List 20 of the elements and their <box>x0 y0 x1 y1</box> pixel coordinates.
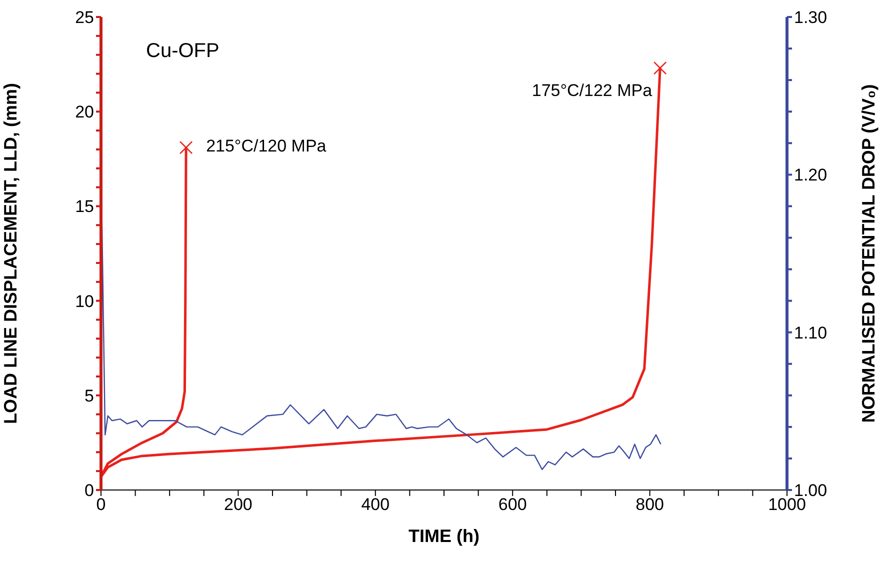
x-tick-label: 1000 <box>768 495 806 514</box>
x-tick-label: 400 <box>361 495 390 514</box>
y2-axis-title: NORMALISED POTENTIAL DROP (V/V₀) <box>858 84 878 423</box>
annotation: 175°C/122 MPa <box>532 81 653 100</box>
x-axis-title: TIME (h) <box>408 526 480 546</box>
y-tick-label: 25 <box>75 8 94 28</box>
x-tick-label: 800 <box>636 495 664 514</box>
y2-tick-label: 1.20 <box>794 166 828 185</box>
x-tick-label: 200 <box>224 495 252 514</box>
y-axis-title: LOAD LINE DISPLACEMENT, LLD, (mm) <box>0 82 20 424</box>
y2-tick-label: 1.10 <box>794 323 828 342</box>
y-tick-label: 15 <box>75 197 94 216</box>
y-tick-label: 10 <box>75 292 94 311</box>
y-tick-label: 0 <box>84 481 94 500</box>
y2-tick-label: 1.30 <box>794 8 828 28</box>
y-tick-label: 20 <box>75 102 94 122</box>
annotation: Cu-OFP <box>146 40 220 63</box>
y-tick-label: 5 <box>84 386 94 406</box>
annotation: 215°C/120 MPa <box>206 136 327 156</box>
x-tick-label: 600 <box>498 495 527 514</box>
